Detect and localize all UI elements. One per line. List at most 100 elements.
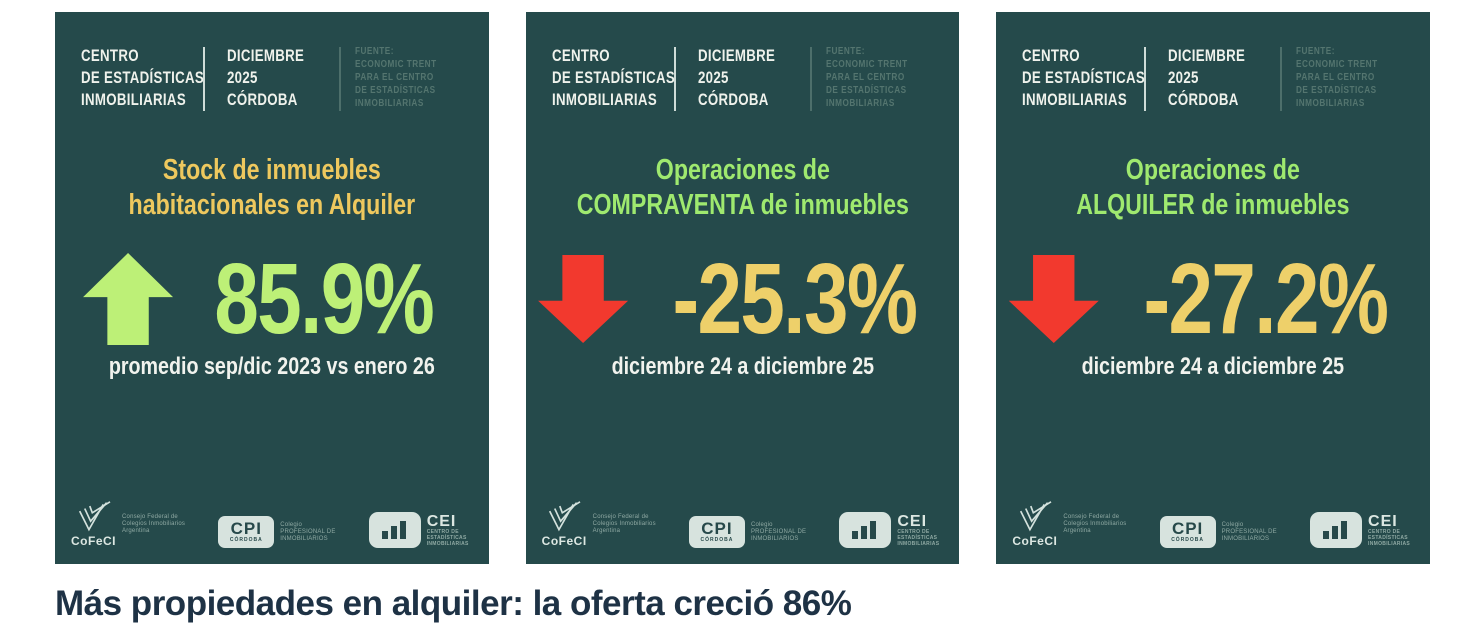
tagline-line: PROFESIONAL DE	[750, 528, 807, 535]
title-line: habitacionales en Alquiler	[128, 189, 416, 221]
org-line: CENTRO	[551, 46, 610, 65]
bar-chart-icon	[1323, 521, 1348, 539]
org-line: INMOBILIARIAS	[81, 90, 186, 109]
card-footer: CoFeCI Consejo Federal de Colegios Inmob…	[526, 501, 960, 564]
cpi-badge-subtext: CÓRDOBA	[229, 537, 263, 543]
edition-date: DICIEMBRE 2025 CÓRDOBA	[1168, 45, 1255, 111]
cofeci-name: CoFeCI	[541, 534, 587, 548]
cpi-logo: CPI CÓRDOBA Colegio PROFESIONAL DE INMOB…	[688, 516, 806, 548]
cofeci-logo: CoFeCI Consejo Federal de Colegios Inmob…	[1012, 501, 1126, 548]
tagline-line: CENTRO DE	[897, 528, 930, 535]
org-name: CENTRO DE ESTADÍSTICAS INMOBILIARIAS	[551, 45, 675, 111]
card-compraventa: CENTRO DE ESTADÍSTICAS INMOBILIARIAS DIC…	[525, 12, 960, 564]
tagline-line: Consejo Federal de	[1063, 514, 1120, 520]
header-divider	[203, 47, 205, 111]
cofeci-tagline: Consejo Federal de Colegios Inmobiliario…	[122, 514, 185, 535]
card-header: CENTRO DE ESTADÍSTICAS INMOBILIARIAS DIC…	[55, 12, 489, 111]
stat-value: -27.2%	[1143, 243, 1388, 355]
down-arrow-icon	[538, 255, 629, 343]
stat-row: 85.9%	[55, 243, 489, 355]
header-divider	[339, 47, 341, 111]
tagline-line: CENTRO DE	[1368, 528, 1401, 535]
card-footer: CoFeCI Consejo Federal de Colegios Inmob…	[996, 501, 1430, 564]
cpi-tagline: Colegio PROFESIONAL DE INMOBILIARIOS	[280, 522, 335, 543]
tagline-line: PROFESIONAL DE	[280, 528, 336, 535]
cpi-badge-text: CPI	[1171, 519, 1204, 538]
tagline-line: CENTRO DE	[426, 528, 459, 535]
stat-row: -27.2%	[996, 243, 1430, 355]
org-line: CENTRO	[1022, 46, 1081, 65]
date-line: 2025	[697, 68, 729, 87]
date-line: CÓRDOBA	[697, 90, 769, 109]
cofeci-mark-block: CoFeCI	[1012, 501, 1057, 548]
cpi-badge-text: CPI	[230, 519, 262, 538]
source-note: FUENTE: ECONOMIC TRENT PARA EL CENTRO DE…	[1296, 45, 1378, 111]
cei-tagline: CENTRO DE ESTADÍSTICAS INMOBILIARIAS	[427, 529, 469, 547]
org-line: INMOBILIARIAS	[1022, 90, 1128, 109]
tagline-line: Consejo Federal de	[592, 514, 649, 520]
tagline-line: Argentina	[122, 528, 150, 534]
bar-chart-icon	[381, 521, 406, 539]
org-line: INMOBILIARIAS	[551, 90, 657, 109]
tagline-line: Colegios Inmobiliarios	[592, 521, 656, 527]
source-line: FUENTE:	[355, 46, 394, 57]
cofeci-tagline: Consejo Federal de Colegios Inmobiliario…	[1063, 514, 1126, 535]
title-line: Operaciones de	[655, 154, 830, 186]
header-divider	[809, 47, 812, 111]
card-stock-alquiler: CENTRO DE ESTADÍSTICAS INMOBILIARIAS DIC…	[55, 12, 489, 564]
cpi-badge-subtext: CÓRDOBA	[700, 537, 734, 543]
card-header: CENTRO DE ESTADÍSTICAS INMOBILIARIAS DIC…	[526, 12, 960, 111]
source-line: INMOBILIARIAS	[825, 98, 895, 109]
card-title: Stock de inmuebles habitacionales en Alq…	[98, 153, 445, 223]
date-line: CÓRDOBA	[1168, 90, 1240, 109]
tagline-line: Argentina	[592, 528, 621, 534]
cpi-badge-text: CPI	[701, 519, 733, 538]
source-line: PARA EL CENTRO	[1296, 72, 1376, 83]
card-header: CENTRO DE ESTADÍSTICAS INMOBILIARIAS DIC…	[996, 12, 1430, 111]
cofeci-checkmark-icon	[78, 501, 110, 532]
source-line: FUENTE:	[825, 46, 865, 57]
source-line: ECONOMIC TRENT	[355, 59, 437, 70]
cofeci-checkmark-icon	[1019, 501, 1052, 532]
tagline-line: INMOBILIARIAS	[1368, 540, 1411, 547]
cei-name: CEI	[897, 512, 928, 530]
tagline-line: PROFESIONAL DE	[1221, 528, 1277, 535]
cei-logo: CEI CENTRO DE ESTADÍSTICAS INMOBILIARIAS	[368, 512, 469, 548]
stat-period: diciembre 24 a diciembre 25	[611, 353, 874, 380]
org-name: CENTRO DE ESTADÍSTICAS INMOBILIARIAS	[81, 45, 205, 111]
title-line: Operaciones de	[1126, 154, 1301, 186]
tagline-line: INMOBILIARIOS	[1221, 535, 1270, 542]
source-line: PARA EL CENTRO	[355, 72, 434, 83]
source-line: FUENTE:	[1296, 46, 1336, 57]
cei-logo: CEI CENTRO DE ESTADÍSTICAS INMOBILIARIAS	[839, 512, 939, 548]
cei-text-block: CEI CENTRO DE ESTADÍSTICAS INMOBILIARIAS	[897, 512, 939, 547]
title-line: COMPRAVENTA de inmuebles	[576, 189, 909, 221]
tagline-line: Argentina	[1063, 528, 1091, 534]
header-divider	[1144, 47, 1147, 111]
org-line: DE ESTADÍSTICAS	[81, 68, 205, 87]
date-line: DICIEMBRE	[227, 46, 305, 65]
tagline-line: Consejo Federal de	[122, 514, 178, 520]
tagline-line: INMOBILIARIOS	[280, 535, 328, 542]
stat-value: -25.3%	[672, 243, 918, 355]
tagline-line: Colegio	[280, 521, 303, 528]
org-name: CENTRO DE ESTADÍSTICAS INMOBILIARIAS	[1022, 45, 1145, 111]
header-divider	[1280, 47, 1283, 111]
tagline-line: ESTADÍSTICAS	[426, 534, 467, 541]
article-headline: Más propiedades en alquiler: la oferta c…	[55, 584, 852, 623]
cei-logo: CEI CENTRO DE ESTADÍSTICAS INMOBILIARIAS	[1310, 512, 1410, 548]
cofeci-logo: CoFeCI Consejo Federal de Colegios Inmob…	[71, 501, 185, 548]
card-alquiler-operaciones: CENTRO DE ESTADÍSTICAS INMOBILIARIAS DIC…	[996, 12, 1431, 564]
card-title: Operaciones de ALQUILER de inmuebles	[1040, 153, 1387, 223]
source-line: DE ESTADÍSTICAS	[1296, 85, 1377, 96]
cofeci-mark-block: CoFeCI	[71, 501, 116, 548]
source-line: DE ESTADÍSTICAS	[825, 85, 907, 96]
cei-name: CEI	[1368, 512, 1398, 530]
stat-value: 85.9%	[214, 243, 434, 355]
stat-period: diciembre 24 a diciembre 25	[1081, 353, 1345, 380]
cei-text-block: CEI CENTRO DE ESTADÍSTICAS INMOBILIARIAS	[1368, 512, 1411, 547]
cei-badge	[1310, 512, 1363, 548]
cpi-tagline: Colegio PROFESIONAL DE INMOBILIARIOS	[751, 522, 806, 543]
date-line: DICIEMBRE	[697, 46, 775, 65]
cei-badge	[839, 512, 892, 548]
